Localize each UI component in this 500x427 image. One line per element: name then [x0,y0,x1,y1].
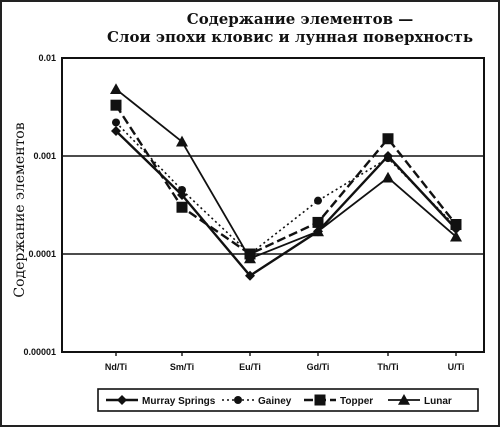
legend-label: Topper [340,396,373,407]
marker-circle [178,185,186,194]
marker-triangle [398,394,410,405]
marker-triangle [312,225,324,237]
series-layer [110,83,462,281]
legend-entry: Lunar [388,394,452,407]
marker-diamond [111,125,121,136]
series-line [114,104,457,256]
marker-diamond [117,395,127,405]
y-tick-label: 0.001 [33,151,56,161]
marker-triangle [450,230,462,242]
x-tick-label: Nd/Ti [105,362,127,372]
y-tick-label: 0.00001 [23,347,56,357]
marker-square [450,218,462,230]
marker-square [382,133,394,145]
y-axis-ticks: 0.01 0.001 0.0001 0.00001 [23,53,56,357]
marker-square [110,99,122,111]
legend-entry: Gainey [222,396,292,407]
x-tick-label: Th/Ti [377,362,398,372]
series-line [115,121,457,255]
marker-circle [112,118,120,127]
marker-triangle [110,83,122,95]
legend: Murray Springs Gainey Topper Lunar [106,394,452,407]
chart-title: Содержание элементов — [187,10,413,28]
marker-square [176,201,188,213]
marker-circle [234,396,242,404]
marker-triangle [244,252,256,264]
marker-square [314,394,326,406]
series-murray-springs [111,125,461,281]
legend-label: Gainey [258,396,292,407]
legend-box [97,388,479,412]
y-tick-label: 0.01 [38,53,56,63]
x-tick-label: Sm/Ti [170,362,194,372]
chart-subtitle: Слои эпохи кловис и лунная поверхность [107,28,473,46]
marker-square [312,216,324,228]
marker-triangle [176,135,188,147]
legend-entry: Topper [304,394,373,407]
y-tick-label: 0.0001 [28,249,56,259]
y-axis-label: Содержание элементов [12,122,28,297]
marker-triangle [382,171,394,183]
series-line [115,88,457,260]
legend-label: Murray Springs [142,396,216,407]
x-tick-label: U/Ti [448,362,465,372]
series-lunar [110,83,462,264]
marker-circle [314,196,322,205]
x-axis-ticks: Nd/Ti Sm/Ti Eu/Ti Gd/Ti Th/Ti U/Ti [105,352,465,372]
plot-area-border [61,57,485,353]
marker-circle [384,154,392,163]
legend-label: Lunar [424,396,452,407]
marker-diamond [245,270,255,281]
series-gainey [112,118,460,258]
x-tick-label: Gd/Ti [307,362,330,372]
series-line [115,130,457,277]
grid-lines [62,155,484,255]
x-tick-label: Eu/Ti [239,362,261,372]
legend-entry: Murray Springs [106,395,216,407]
